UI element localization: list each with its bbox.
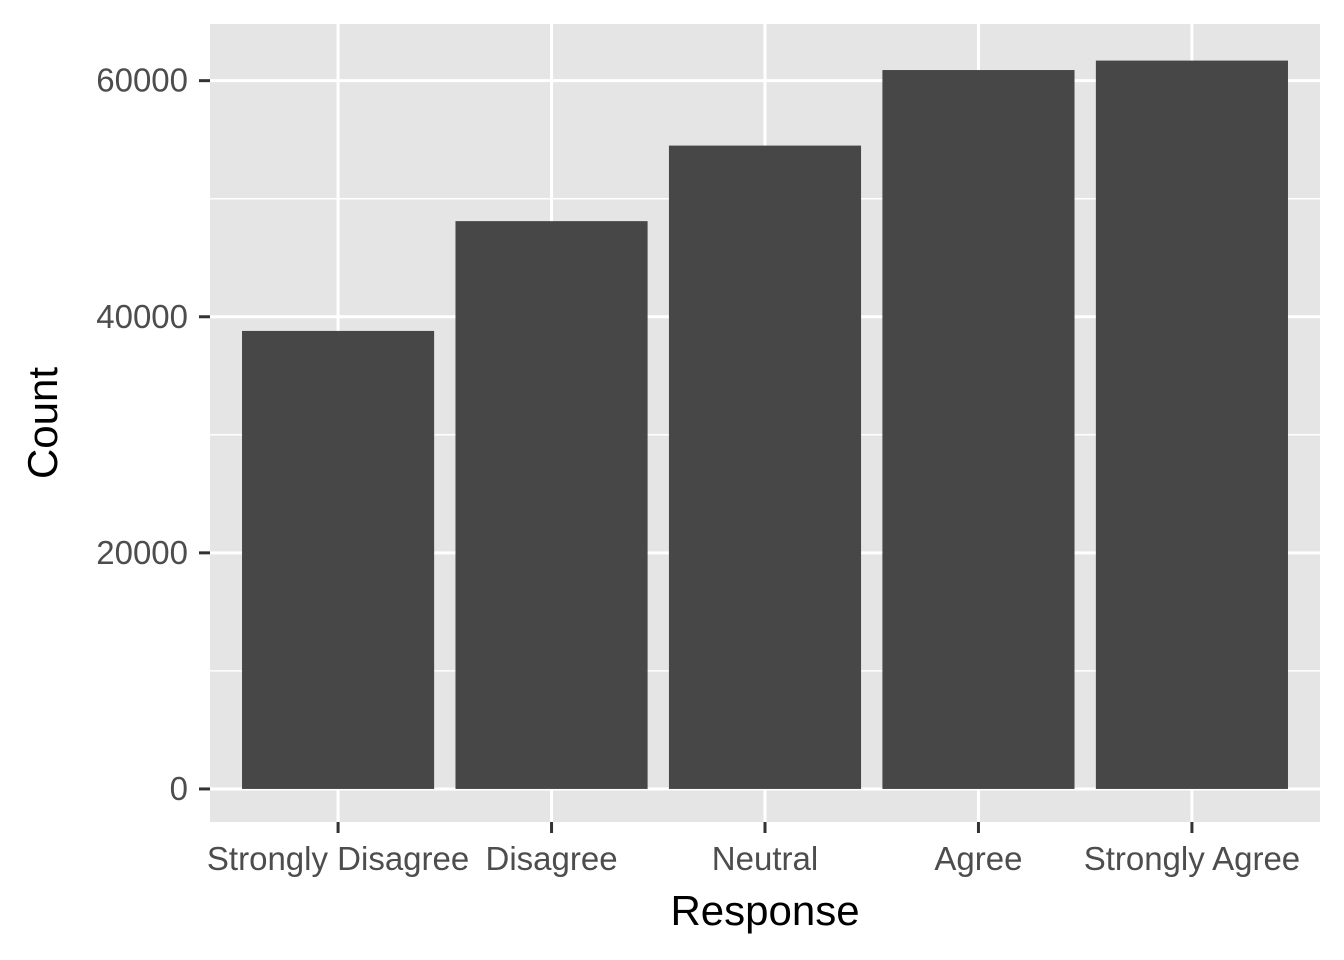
bar — [242, 330, 435, 789]
bar — [668, 145, 862, 789]
x-tick-label: Agree — [934, 840, 1022, 877]
y-tick-label: 60000 — [96, 62, 188, 99]
bar — [1095, 60, 1288, 789]
x-tick-label: Strongly Agree — [1084, 840, 1300, 877]
x-tick-label: Neutral — [712, 840, 818, 877]
y-axis-title: Count — [19, 367, 66, 479]
x-tick-label: Strongly Disagree — [207, 840, 469, 877]
x-axis-ticks: Strongly Disagree Disagree Neutral Agree Str… — [207, 822, 1300, 877]
y-tick-label: 0 — [170, 770, 188, 807]
x-tick-label: Disagree — [485, 840, 617, 877]
bar — [455, 221, 648, 789]
x-axis-title: Response — [670, 887, 859, 934]
y-axis-ticks: 0 20000 40000 60000 — [96, 62, 210, 807]
y-tick-label: 40000 — [96, 298, 188, 335]
bars — [242, 60, 1288, 789]
bar — [882, 70, 1075, 789]
y-tick-label: 20000 — [96, 534, 188, 571]
